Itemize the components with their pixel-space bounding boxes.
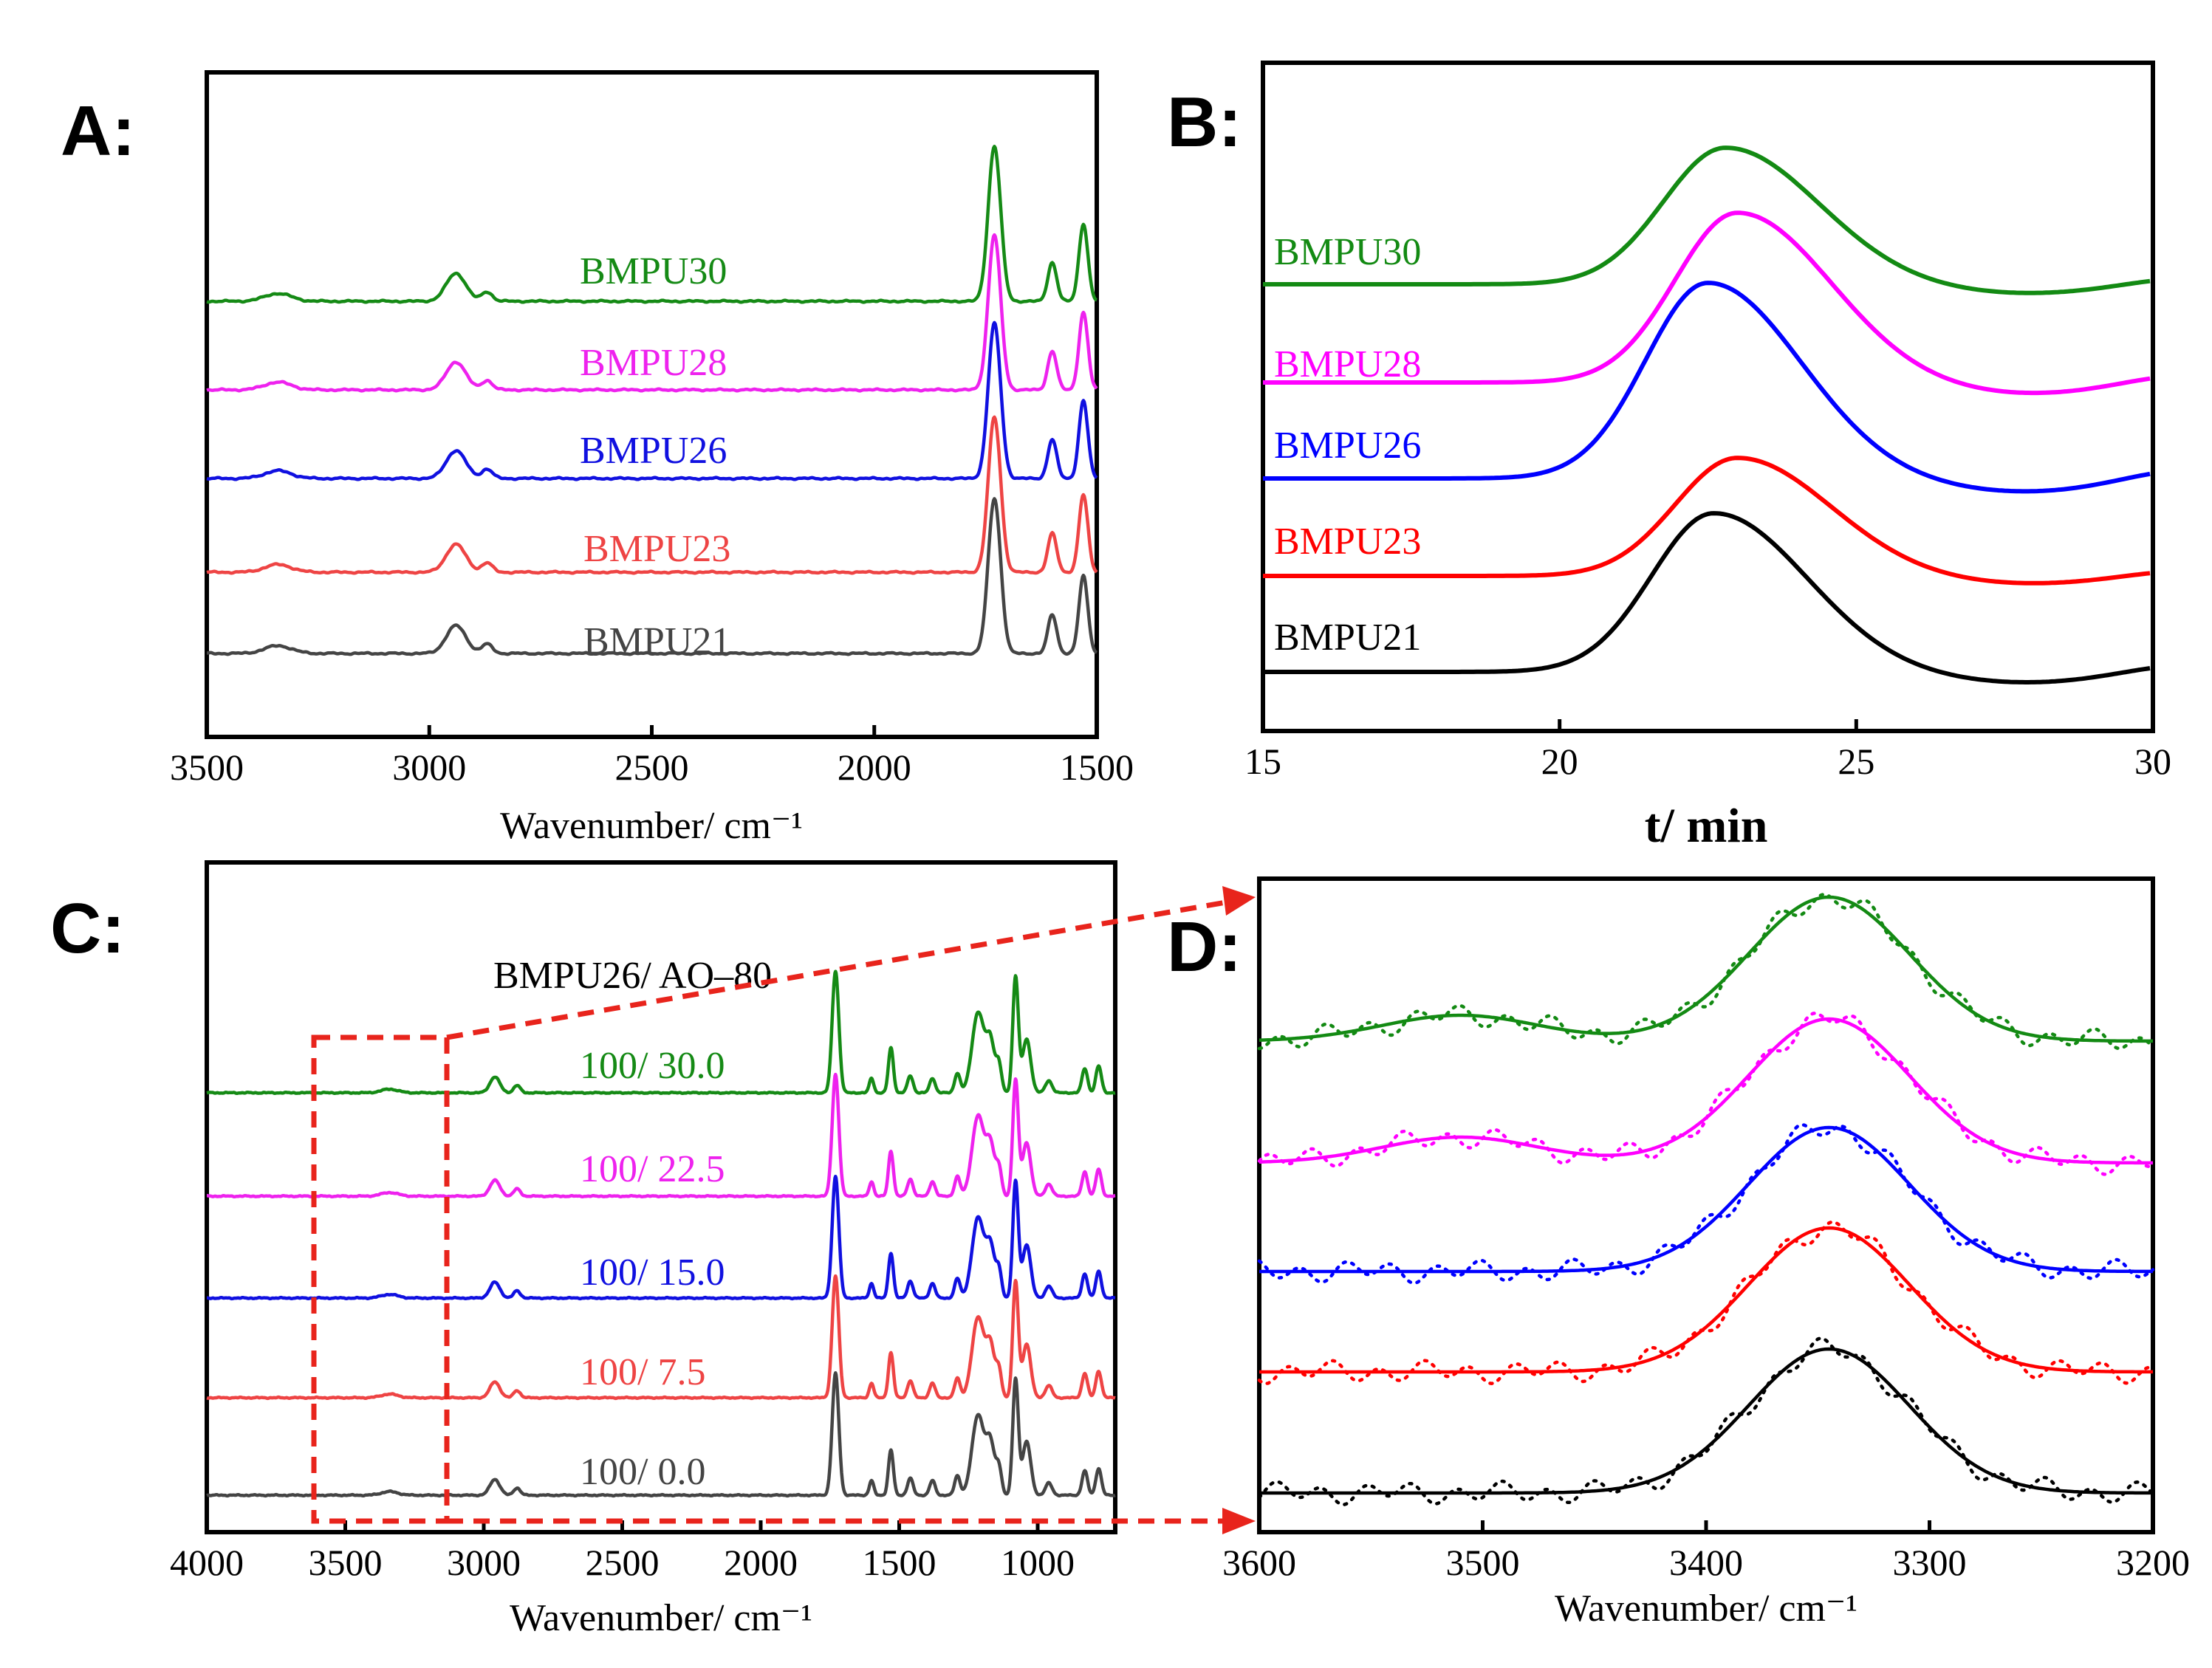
panel-d-zoom-chart: 3600 3500 3400 3300 3200 Wavenumber/ cm⁻¹ (1222, 876, 2190, 1630)
panel-letter-c: C: (50, 889, 125, 968)
panel-c-tick-label-0: 4000 (170, 1542, 244, 1583)
panel-a-x-axis-label: Wavenumber/ cm⁻¹ (500, 805, 803, 847)
panel-c-tick-label-6: 1000 (1001, 1542, 1075, 1583)
panel-a-curve-bmpu28 (205, 233, 1098, 393)
panel-b-curve-bmpu26 (1263, 281, 2151, 494)
zoom-arrowhead-bottom (1222, 1508, 1256, 1534)
panel-d-tick-label-0: 3600 (1222, 1542, 1296, 1583)
panel-d-tick-label-4: 3200 (2116, 1542, 2190, 1583)
panel-b-label-bmpu23: BMPU23 (1274, 521, 1421, 563)
panel-a-curve-bmpu21 (205, 497, 1098, 656)
panel-c-tick-label-3: 2500 (586, 1542, 660, 1583)
panel-d-fit-2 (1259, 1125, 2153, 1274)
panel-c-x-axis: 4000 3500 3000 2500 2000 1500 1000 (170, 1520, 1075, 1583)
panel-b-curves (1263, 145, 2151, 684)
panel-b-label-bmpu30: BMPU30 (1274, 231, 1421, 273)
panel-a-label-bmpu21: BMPU21 (583, 620, 730, 662)
panel-c-tick-label-1: 3500 (309, 1542, 383, 1583)
zoom-indicator (311, 886, 1256, 1534)
panel-c-x-axis-label: Wavenumber/ cm⁻¹ (510, 1597, 812, 1639)
panel-letter-a: A: (61, 92, 135, 171)
panel-letter-d: D: (1167, 907, 1242, 986)
panel-c-label-2: 100/ 15.0 (580, 1252, 725, 1294)
panel-a-label-bmpu23: BMPU23 (583, 528, 730, 570)
panel-c-series-labels: 100/ 0.0 100/ 7.5 100/ 15.0 100/ 22.5 10… (580, 1045, 725, 1493)
panel-d-fit-0 (1259, 1347, 2153, 1495)
panel-c-curve-3 (205, 1072, 1117, 1199)
panel-a-tick-label-4: 1500 (1060, 747, 1134, 788)
panel-c-label-1: 100/ 7.5 (580, 1351, 705, 1393)
panel-b-curve-bmpu21 (1263, 511, 2151, 684)
panel-b-tick-label-2: 25 (1838, 741, 1874, 782)
panel-c-curve-0 (205, 1371, 1117, 1498)
panel-a-tick-label-2: 2500 (615, 747, 689, 788)
panel-a-tick-label-1: 3000 (392, 747, 466, 788)
panel-c-title: BMPU26/ AO–80 (493, 955, 772, 997)
panel-d-fit-1 (1259, 1226, 2153, 1374)
panel-a-label-bmpu30: BMPU30 (580, 250, 727, 292)
panel-b-tick-label-0: 15 (1244, 741, 1281, 782)
panel-d-raw-4 (1257, 893, 2155, 1051)
panel-d-x-axis-label: Wavenumber/ cm⁻¹ (1555, 1588, 1857, 1630)
panel-d-raw-1 (1257, 1220, 2155, 1386)
panel-b-label-bmpu21: BMPU21 (1274, 617, 1421, 659)
panel-c-ftir-chart: 4000 3500 3000 2500 2000 1500 1000 BMPU26/ AO–… (170, 860, 1117, 1639)
panel-a-label-bmpu28: BMPU28 (580, 342, 727, 384)
panel-a-tick-label-3: 2000 (838, 747, 911, 788)
panel-b-x-axis: 15 20 25 30 (1244, 719, 2171, 782)
panel-d-fit-4 (1259, 895, 2153, 1043)
zoom-region-box (311, 1034, 450, 1524)
panel-d-fit-3 (1259, 1017, 2153, 1165)
panel-b-x-axis-label: t/ min (1645, 799, 1768, 853)
panel-a-series-labels: BMPU21 BMPU23 BMPU26 BMPU28 BMPU30 (580, 250, 730, 662)
panel-d-tick-label-1: 3500 (1446, 1542, 1520, 1583)
panel-c-tick-label-2: 3000 (447, 1542, 521, 1583)
panel-a-tick-label-0: 3500 (170, 747, 244, 788)
panel-c-curves (205, 969, 1117, 1498)
panel-b-curve-bmpu30 (1263, 145, 2151, 295)
panel-c-curve-4 (205, 969, 1117, 1095)
panel-b-frame (1261, 61, 2155, 733)
panel-a-curve-bmpu23 (205, 415, 1098, 575)
panel-b-label-bmpu28: BMPU28 (1274, 343, 1421, 385)
panel-d-raw-2 (1257, 1122, 2155, 1286)
panel-c-curve-2 (205, 1174, 1117, 1301)
panel-letter-b: B: (1167, 83, 1242, 162)
zoom-arrowhead-top (1222, 886, 1256, 916)
panel-a-ftir-chart: 3500 3000 2500 2000 1500 BMPU21 BMPU23 BMPU2… (170, 70, 1134, 847)
panel-b-tick-label-1: 20 (1541, 741, 1578, 782)
panel-c-tick-label-4: 2000 (724, 1542, 798, 1583)
panel-b-tick-label-3: 30 (2134, 741, 2171, 782)
panel-a-label-bmpu26: BMPU26 (580, 430, 727, 472)
panel-d-raw-0 (1257, 1336, 2155, 1506)
panel-b-curve-bmpu28 (1263, 210, 2151, 396)
panel-c-tick-label-5: 1500 (863, 1542, 936, 1583)
panel-b-gpc-chart: 15 20 25 30 BMPU21 BMPU23 BMPU26 BMPU28 BMP… (1244, 61, 2171, 853)
panel-d-frame (1257, 876, 2155, 1534)
panel-c-label-3: 100/ 22.5 (580, 1148, 725, 1190)
panel-b-label-bmpu26: BMPU26 (1274, 425, 1421, 467)
panel-a-curve-bmpu26 (205, 320, 1098, 481)
panel-d-x-axis: 3600 3500 3400 3300 3200 (1222, 1520, 2190, 1583)
panel-a-curve-bmpu30 (205, 145, 1098, 304)
panel-d-tick-label-3: 3300 (1893, 1542, 1967, 1583)
panel-c-curve-1 (205, 1274, 1117, 1401)
panel-d-tick-label-2: 3400 (1669, 1542, 1743, 1583)
panel-a-x-axis: 3500 3000 2500 2000 1500 (170, 725, 1134, 788)
panel-d-curves (1257, 893, 2155, 1506)
panel-b-series-labels: BMPU21 BMPU23 BMPU26 BMPU28 BMPU30 (1274, 231, 1421, 659)
panel-c-label-0: 100/ 0.0 (580, 1451, 705, 1493)
panel-c-label-4: 100/ 30.0 (580, 1045, 725, 1087)
panel-a-curves (205, 145, 1098, 656)
panel-b-curve-bmpu23 (1263, 456, 2151, 586)
